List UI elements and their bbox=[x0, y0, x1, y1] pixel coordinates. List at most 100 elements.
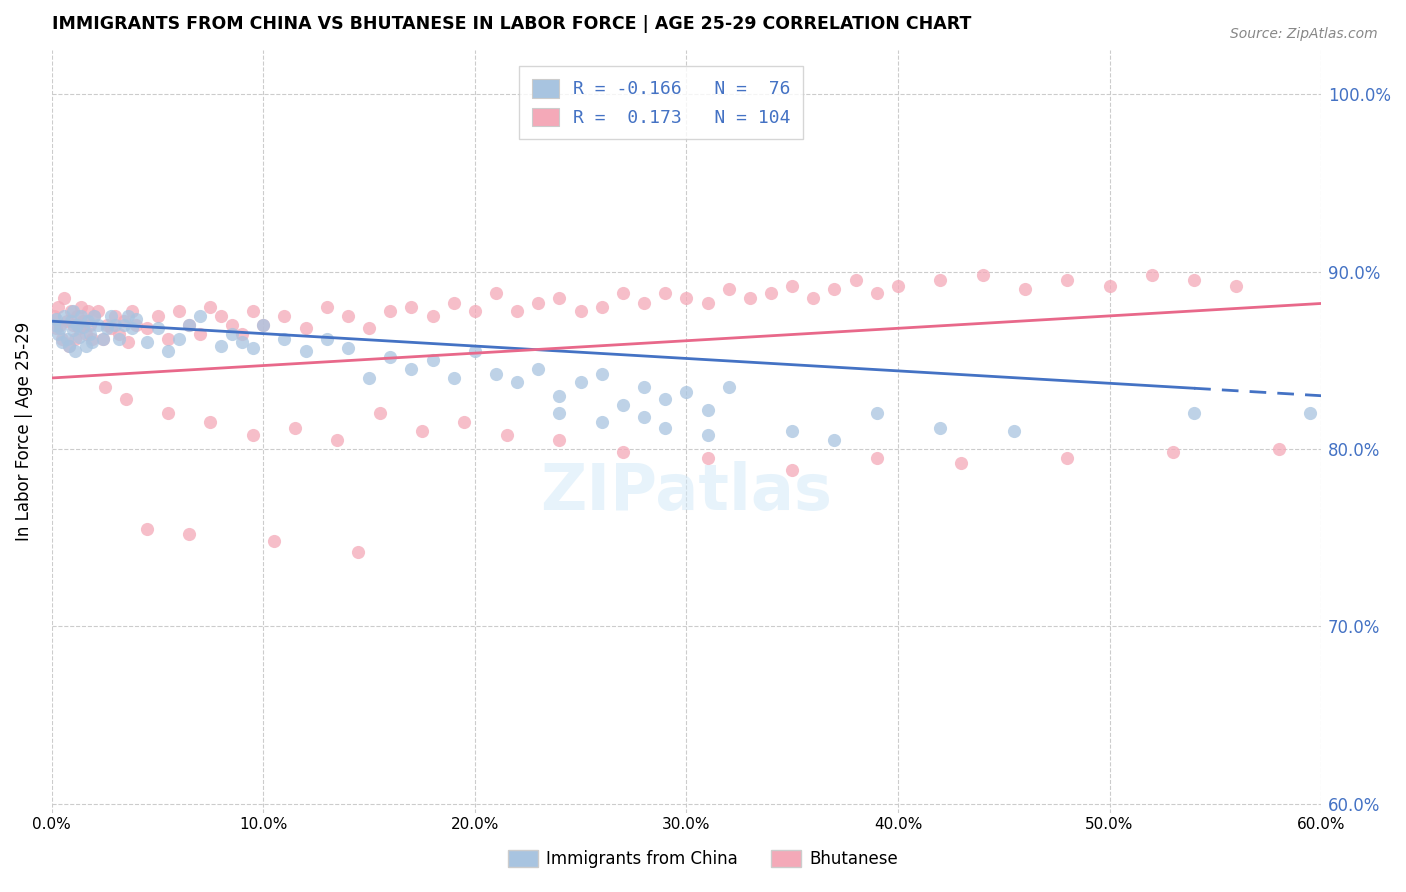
Point bbox=[1056, 450, 1078, 465]
Point bbox=[117, 335, 139, 350]
Point bbox=[67, 330, 90, 344]
Point bbox=[368, 407, 391, 421]
Point bbox=[49, 321, 72, 335]
Point bbox=[125, 318, 148, 332]
Point bbox=[780, 424, 803, 438]
Point bbox=[633, 380, 655, 394]
Point bbox=[42, 318, 65, 332]
Point bbox=[359, 321, 381, 335]
Point bbox=[188, 309, 211, 323]
Point bbox=[72, 314, 94, 328]
Point bbox=[108, 326, 131, 341]
Point bbox=[63, 332, 86, 346]
Point bbox=[58, 339, 80, 353]
Point bbox=[738, 291, 761, 305]
Point bbox=[548, 389, 571, 403]
Point bbox=[696, 427, 718, 442]
Point bbox=[55, 314, 77, 328]
Point bbox=[336, 309, 359, 323]
Point bbox=[66, 309, 89, 323]
Point bbox=[51, 332, 73, 346]
Point bbox=[336, 341, 359, 355]
Point bbox=[72, 319, 94, 334]
Point bbox=[59, 303, 82, 318]
Point bbox=[91, 332, 114, 346]
Point bbox=[157, 407, 180, 421]
Point bbox=[633, 296, 655, 310]
Point bbox=[759, 285, 782, 300]
Point bbox=[80, 335, 103, 350]
Point bbox=[411, 424, 433, 438]
Point bbox=[70, 300, 93, 314]
Point bbox=[929, 273, 952, 287]
Point bbox=[42, 309, 65, 323]
Point bbox=[1098, 278, 1121, 293]
Point bbox=[696, 296, 718, 310]
Point bbox=[96, 321, 118, 335]
Point bbox=[49, 318, 72, 332]
Point bbox=[80, 332, 103, 346]
Point bbox=[824, 282, 846, 296]
Point bbox=[51, 335, 73, 350]
Point bbox=[1014, 282, 1036, 296]
Point bbox=[824, 433, 846, 447]
Point bbox=[121, 303, 143, 318]
Point bbox=[76, 314, 98, 328]
Point bbox=[548, 291, 571, 305]
Point bbox=[696, 450, 718, 465]
Point bbox=[200, 300, 222, 314]
Point bbox=[117, 309, 139, 323]
Text: ZIPatlas: ZIPatlas bbox=[540, 461, 832, 524]
Point bbox=[273, 309, 295, 323]
Point bbox=[1056, 273, 1078, 287]
Point bbox=[53, 291, 76, 305]
Point bbox=[929, 420, 952, 434]
Point bbox=[157, 344, 180, 359]
Point bbox=[401, 362, 423, 376]
Point bbox=[780, 278, 803, 293]
Text: IMMIGRANTS FROM CHINA VS BHUTANESE IN LABOR FORCE | AGE 25-29 CORRELATION CHART: IMMIGRANTS FROM CHINA VS BHUTANESE IN LA… bbox=[52, 15, 972, 33]
Point bbox=[87, 318, 110, 332]
Point bbox=[75, 339, 97, 353]
Point bbox=[242, 427, 264, 442]
Point bbox=[284, 420, 307, 434]
Point bbox=[79, 318, 101, 332]
Point bbox=[70, 309, 93, 323]
Point bbox=[1299, 407, 1322, 421]
Point bbox=[263, 534, 285, 549]
Point bbox=[66, 318, 89, 332]
Point bbox=[96, 318, 118, 332]
Text: Source: ZipAtlas.com: Source: ZipAtlas.com bbox=[1230, 27, 1378, 41]
Point bbox=[1002, 424, 1025, 438]
Point bbox=[75, 326, 97, 341]
Point bbox=[136, 321, 159, 335]
Point bbox=[63, 344, 86, 359]
Point bbox=[91, 332, 114, 346]
Point bbox=[1161, 445, 1184, 459]
Point bbox=[294, 344, 316, 359]
Point bbox=[59, 314, 82, 328]
Legend: Immigrants from China, Bhutanese: Immigrants from China, Bhutanese bbox=[501, 843, 905, 875]
Point bbox=[58, 339, 80, 353]
Point bbox=[866, 285, 889, 300]
Point bbox=[1182, 407, 1205, 421]
Point bbox=[179, 318, 201, 332]
Point bbox=[167, 332, 190, 346]
Point bbox=[200, 415, 222, 429]
Point bbox=[100, 321, 122, 335]
Point bbox=[845, 273, 868, 287]
Point bbox=[527, 362, 550, 376]
Point bbox=[93, 380, 115, 394]
Point bbox=[887, 278, 910, 293]
Point bbox=[112, 318, 135, 332]
Point bbox=[380, 350, 402, 364]
Point bbox=[45, 312, 67, 326]
Point bbox=[972, 268, 994, 282]
Point bbox=[157, 332, 180, 346]
Point bbox=[401, 300, 423, 314]
Point bbox=[654, 392, 676, 407]
Point bbox=[1225, 278, 1247, 293]
Point bbox=[453, 415, 475, 429]
Point bbox=[87, 303, 110, 318]
Point bbox=[422, 353, 444, 368]
